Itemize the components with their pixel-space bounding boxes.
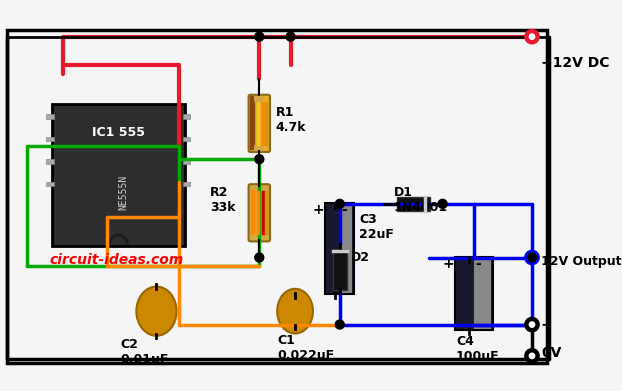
Text: -: - xyxy=(476,257,481,271)
FancyBboxPatch shape xyxy=(455,256,493,330)
Text: D1
1N4001: D1 1N4001 xyxy=(393,186,448,214)
FancyBboxPatch shape xyxy=(47,137,53,141)
FancyBboxPatch shape xyxy=(52,104,185,246)
FancyBboxPatch shape xyxy=(183,159,190,163)
Circle shape xyxy=(438,199,447,208)
Text: D2: D2 xyxy=(350,251,369,264)
Text: C2
0.01uF: C2 0.01uF xyxy=(121,338,169,366)
FancyBboxPatch shape xyxy=(474,258,491,329)
Circle shape xyxy=(255,253,264,262)
Text: -: - xyxy=(341,203,347,217)
Circle shape xyxy=(286,32,295,41)
FancyBboxPatch shape xyxy=(340,204,352,293)
FancyBboxPatch shape xyxy=(47,181,53,186)
Circle shape xyxy=(525,317,539,332)
FancyBboxPatch shape xyxy=(183,137,190,141)
FancyBboxPatch shape xyxy=(7,29,547,363)
Text: 0V: 0V xyxy=(541,346,561,360)
FancyBboxPatch shape xyxy=(183,115,190,119)
Text: R2
33k: R2 33k xyxy=(210,186,236,214)
Circle shape xyxy=(335,199,344,208)
Text: +: + xyxy=(443,257,454,271)
Circle shape xyxy=(525,250,539,265)
Circle shape xyxy=(527,253,536,262)
FancyBboxPatch shape xyxy=(47,159,53,163)
Text: C3
22uF: C3 22uF xyxy=(360,213,394,241)
FancyBboxPatch shape xyxy=(249,184,270,241)
Text: 12V Output: 12V Output xyxy=(541,255,621,269)
Circle shape xyxy=(529,34,535,39)
Circle shape xyxy=(255,32,264,41)
Circle shape xyxy=(529,322,535,327)
Circle shape xyxy=(255,155,264,163)
Text: C4
100uF: C4 100uF xyxy=(456,335,499,363)
Circle shape xyxy=(529,353,535,359)
Text: NE555N: NE555N xyxy=(118,175,128,210)
Ellipse shape xyxy=(277,289,313,334)
Text: +: + xyxy=(541,317,552,332)
Circle shape xyxy=(525,29,539,44)
Text: C1
0.022uF: C1 0.022uF xyxy=(277,334,334,362)
Ellipse shape xyxy=(136,287,177,336)
FancyBboxPatch shape xyxy=(333,250,347,290)
Text: +: + xyxy=(312,203,323,217)
Text: R1
4.7k: R1 4.7k xyxy=(276,106,306,133)
FancyBboxPatch shape xyxy=(183,181,190,186)
FancyBboxPatch shape xyxy=(325,203,354,294)
FancyBboxPatch shape xyxy=(47,115,53,119)
Text: circuit-ideas.com: circuit-ideas.com xyxy=(49,253,183,267)
Text: IC1 555: IC1 555 xyxy=(92,126,145,139)
Circle shape xyxy=(525,349,539,363)
FancyBboxPatch shape xyxy=(249,95,270,152)
FancyBboxPatch shape xyxy=(397,197,430,211)
Circle shape xyxy=(529,255,535,260)
Text: +12V DC: +12V DC xyxy=(541,56,610,70)
Circle shape xyxy=(335,320,344,329)
